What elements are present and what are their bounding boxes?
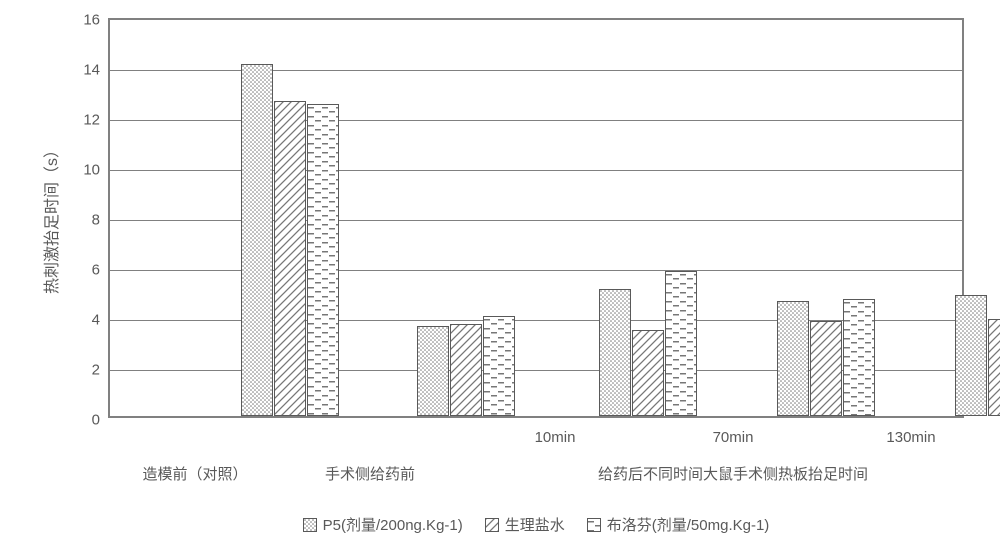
bar-Ibuprofen xyxy=(843,299,875,417)
bar-Saline xyxy=(988,319,1000,417)
legend: P5(剂量/200ng.Kg-1) 生理盐水 布洛芬(剂量/50mg.Kg-1) xyxy=(108,514,964,535)
bar-Saline xyxy=(632,330,664,416)
x-label: 造模前（对照） xyxy=(142,463,247,484)
gridline xyxy=(108,170,962,171)
legend-label: P5(剂量/200ng.Kg-1) xyxy=(323,514,463,535)
gridline xyxy=(108,120,962,121)
legend-label: 布洛芬(剂量/50mg.Kg-1) xyxy=(607,514,770,535)
legend-swatch xyxy=(485,518,499,532)
ytick-label: 8 xyxy=(92,212,108,229)
legend-item: 布洛芬(剂量/50mg.Kg-1) xyxy=(587,514,770,535)
bar-Saline xyxy=(450,324,482,417)
x-label: 给药后不同时间大鼠手术侧热板抬足时间 xyxy=(598,463,868,484)
x-label: 130min xyxy=(886,429,935,446)
bar-Saline xyxy=(274,101,306,416)
bar-P5 xyxy=(955,295,987,416)
bar-chart: 0246810121416热刺激抬足时间（s）10min70min130min造… xyxy=(0,0,1000,554)
gridline xyxy=(108,220,962,221)
bar-P5 xyxy=(417,326,449,416)
legend-item: 生理盐水 xyxy=(485,514,565,535)
legend-label: 生理盐水 xyxy=(505,514,565,535)
x-label: 70min xyxy=(713,429,754,446)
ytick-label: 2 xyxy=(92,362,108,379)
bar-Ibuprofen xyxy=(483,316,515,416)
legend-item: P5(剂量/200ng.Kg-1) xyxy=(303,514,463,535)
ytick-label: 6 xyxy=(92,262,108,279)
bar-Ibuprofen xyxy=(307,104,339,417)
bar-P5 xyxy=(777,301,809,416)
ytick-label: 12 xyxy=(83,112,108,129)
bar-P5 xyxy=(599,289,631,417)
ytick-label: 14 xyxy=(83,62,108,79)
ytick-label: 0 xyxy=(92,412,108,429)
bar-P5 xyxy=(241,64,273,417)
bar-Saline xyxy=(810,321,842,416)
gridline xyxy=(108,270,962,271)
bar-Ibuprofen xyxy=(665,271,697,416)
x-label: 10min xyxy=(535,429,576,446)
plot-area: 0246810121416 xyxy=(108,18,964,418)
x-label: 手术侧给药前 xyxy=(325,463,415,484)
ytick-label: 10 xyxy=(83,162,108,179)
y-axis-label: 热刺激抬足时间（s） xyxy=(38,142,62,294)
legend-swatch xyxy=(303,518,317,532)
legend-swatch xyxy=(587,518,601,532)
ytick-label: 16 xyxy=(83,12,108,29)
y-axis xyxy=(108,20,110,416)
ytick-label: 4 xyxy=(92,312,108,329)
gridline xyxy=(108,70,962,71)
